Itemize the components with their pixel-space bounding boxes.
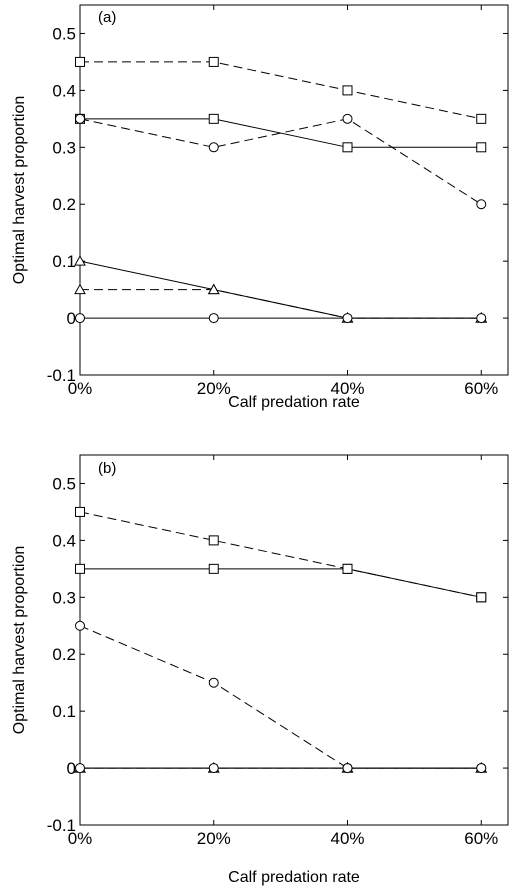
series-line — [80, 289, 482, 319]
data-point-circle — [208, 677, 219, 688]
y-tick-label: -0.1 — [47, 816, 76, 835]
x-tick-label: 20% — [197, 379, 231, 398]
x-tick-label: 60% — [464, 379, 498, 398]
y-tick-label: 0.1 — [52, 252, 76, 271]
y-axis-label-b: Optimal harvest proportion — [11, 546, 28, 735]
data-point-triangle — [207, 283, 220, 295]
data-point-square — [342, 142, 353, 153]
series-line — [80, 118, 482, 148]
y-tick-label: 0.4 — [52, 81, 76, 100]
x-axis-label-a: Calf predation rate — [228, 394, 360, 411]
x-axis-label-b: Calf predation rate — [228, 869, 360, 886]
data-point-square — [476, 592, 487, 603]
y-tick-label: -0.1 — [47, 366, 76, 385]
y-tick-label: 0.2 — [52, 195, 76, 214]
data-point-circle — [75, 620, 85, 631]
x-tick-label: 40% — [330, 379, 364, 398]
x-tick-label: 40% — [330, 829, 364, 848]
y-tick-label: 0 — [67, 309, 76, 328]
series-line — [79, 118, 482, 205]
data-point-circle — [208, 313, 219, 324]
data-point-circle — [476, 199, 487, 210]
data-point-circle — [208, 142, 219, 153]
series-b — [74, 506, 488, 774]
data-point-circle — [342, 313, 353, 324]
data-point-circle — [75, 113, 85, 124]
y-tick-label: 0.5 — [52, 474, 76, 493]
data-point-square — [476, 113, 487, 124]
data-point-square — [75, 563, 85, 574]
data-point-circle — [342, 113, 353, 124]
data-point-square — [75, 506, 85, 517]
data-point-triangle — [74, 255, 86, 266]
data-point-circle — [342, 763, 353, 774]
x-tick-label: 0% — [68, 829, 93, 848]
panel-b: (b) Optimal harvest proportion Calf pred… — [11, 454, 509, 886]
y-tick-label: 0.3 — [52, 588, 76, 607]
data-point-circle — [476, 313, 487, 324]
series-a — [74, 56, 488, 324]
y-tick-label: 0.4 — [52, 531, 76, 550]
data-point-square — [342, 85, 353, 96]
series-line — [80, 61, 482, 120]
data-point-square — [208, 535, 219, 546]
data-point-triangle — [74, 283, 86, 295]
data-point-circle — [476, 763, 487, 774]
y-tick-label: 0.3 — [52, 138, 76, 157]
data-point-square — [476, 142, 487, 153]
y-axis-label-a: Optimal harvest proportion — [11, 96, 28, 285]
data-point-circle — [75, 763, 85, 774]
series-line — [80, 568, 482, 598]
data-point-square — [208, 56, 219, 67]
x-tick-label: 20% — [197, 829, 231, 848]
y-tick-label: 0.2 — [52, 645, 76, 664]
data-point-circle — [75, 313, 85, 324]
data-point-square — [208, 113, 219, 124]
y-tick-label: 0.5 — [52, 24, 76, 43]
data-point-square — [342, 563, 353, 574]
panel-a: (a) Optimal harvest proportion Calf pred… — [11, 4, 509, 411]
y-tick-label: 0.1 — [52, 702, 76, 721]
y-tick-label: 0 — [67, 759, 76, 778]
panel-label-a: (a) — [98, 9, 116, 26]
data-point-square — [208, 563, 219, 574]
plot-frame-a — [79, 4, 509, 376]
series-line — [79, 625, 482, 769]
x-tick-label: 0% — [68, 379, 93, 398]
plot-frame-b — [79, 454, 509, 826]
x-tick-label: 60% — [464, 829, 498, 848]
data-point-square — [75, 56, 85, 67]
data-point-circle — [208, 763, 219, 774]
ticks-a: 0% 20% 40% 60% -0.1 0 0.1 0.2 0.3 0.4 0.5 — [47, 5, 508, 398]
panel-label-b: (b) — [98, 460, 116, 477]
ticks-b: 0% 20% 40% 60% -0.1 0 0.1 0.2 0.3 0.4 0.5 — [47, 455, 508, 848]
